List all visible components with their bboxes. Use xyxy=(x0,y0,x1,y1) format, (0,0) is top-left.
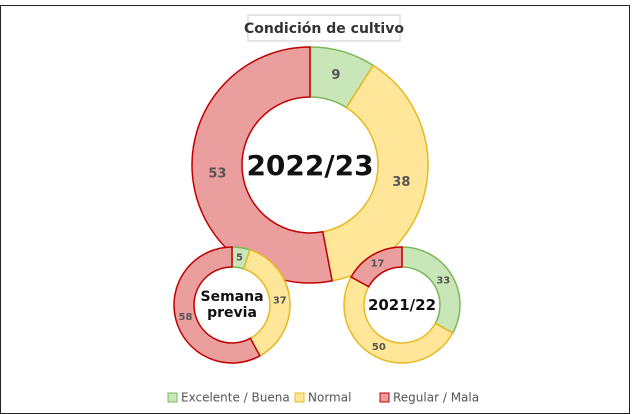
donut-segment: Regular / Mala xyxy=(350,246,403,288)
donut-segment: Normal xyxy=(343,276,454,364)
data-label: 50 xyxy=(372,342,386,353)
donut-segment: Regular / Mala xyxy=(173,246,261,364)
data-label: 53 xyxy=(208,166,226,181)
donut-segment: Normal xyxy=(321,64,429,282)
data-label: 17 xyxy=(371,259,385,270)
legend-label: Excelente / Buena xyxy=(181,391,290,405)
chart-title: Condición de cultivo xyxy=(244,21,404,37)
data-label: 58 xyxy=(179,312,193,323)
legend-swatch xyxy=(379,392,390,403)
center-label: 2022/23 xyxy=(246,148,374,182)
legend-label: Regular / Mala xyxy=(393,391,479,405)
title-box xyxy=(247,14,401,42)
center-label: Semana previa xyxy=(200,289,264,321)
data-label: 33 xyxy=(436,276,450,287)
data-label: 9 xyxy=(331,68,340,83)
legend-label: Normal xyxy=(308,391,351,405)
data-label: 5 xyxy=(236,253,243,264)
legend-swatch xyxy=(167,392,178,403)
center-label: 2021/22 xyxy=(367,296,437,314)
data-label: 37 xyxy=(273,295,287,306)
data-label: 38 xyxy=(392,175,410,190)
legend-swatch xyxy=(294,392,305,403)
